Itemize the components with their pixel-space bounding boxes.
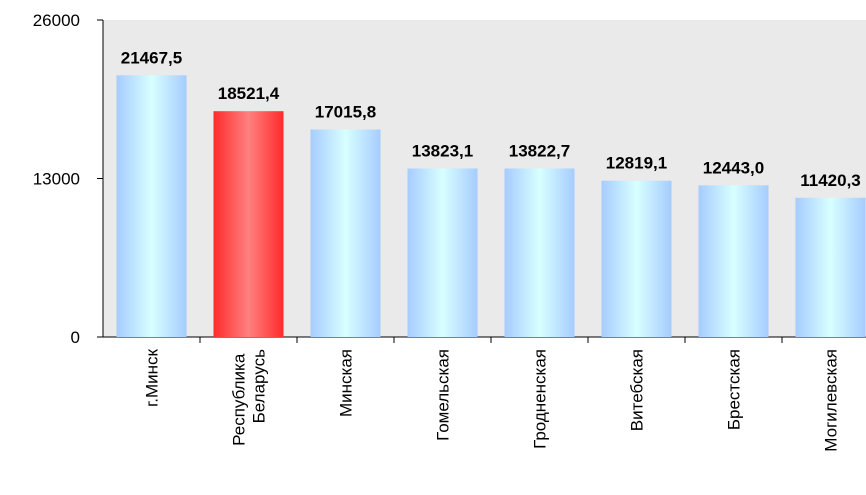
x-tick-label: Минская xyxy=(337,349,356,417)
y-tick-label: 13000 xyxy=(33,170,80,189)
value-label: 11420,3 xyxy=(800,171,861,190)
x-tick-label: Республика Беларусь xyxy=(230,349,269,446)
x-tick-label: Брестская xyxy=(725,349,744,430)
x-tick-label: Могилевская xyxy=(822,349,841,452)
x-tick-label: Витебская xyxy=(628,349,647,431)
y-tick-label: 26000 xyxy=(33,11,80,30)
x-tick-label: г.Минск xyxy=(143,348,162,406)
x-tick-label: Гродненская xyxy=(531,349,550,449)
bar xyxy=(504,168,575,337)
x-tick-label: Гомельская xyxy=(434,349,453,441)
value-label: 13823,1 xyxy=(412,141,473,160)
bar xyxy=(310,129,381,337)
value-label: 12819,1 xyxy=(606,154,667,173)
value-label: 21467,5 xyxy=(121,48,182,67)
bar xyxy=(213,111,284,337)
value-label: 13822,7 xyxy=(509,141,570,160)
bar xyxy=(795,197,866,337)
value-label: 17015,8 xyxy=(315,103,376,122)
value-label: 18521,4 xyxy=(218,84,280,103)
bar xyxy=(116,75,187,338)
value-label: 12443,0 xyxy=(703,158,764,177)
bar xyxy=(601,180,672,337)
bar xyxy=(407,168,478,337)
bar xyxy=(698,185,769,337)
y-tick-label: 0 xyxy=(71,328,80,347)
